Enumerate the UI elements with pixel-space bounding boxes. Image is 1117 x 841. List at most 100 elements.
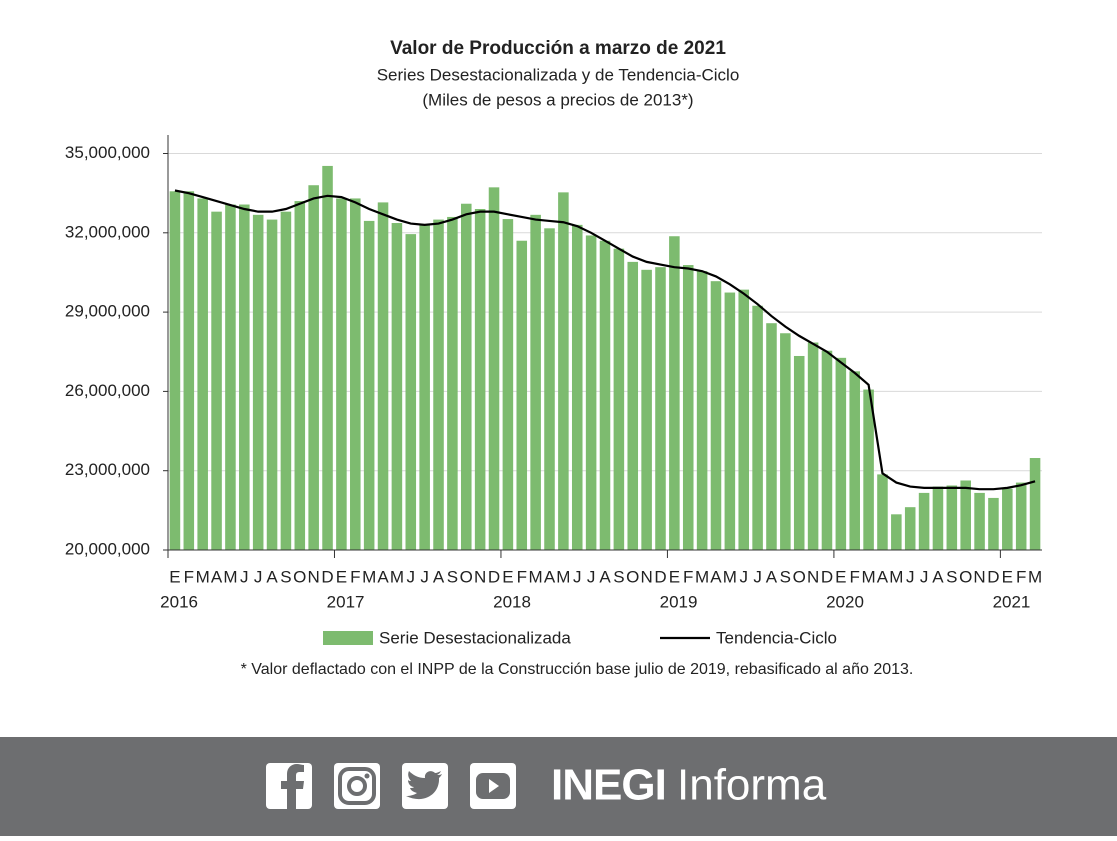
bar	[960, 480, 971, 550]
brand: Informa	[677, 761, 827, 810]
youtube-icon[interactable]	[470, 763, 516, 809]
year-label: 2020	[826, 592, 864, 611]
x-tick-label: M	[1028, 567, 1042, 586]
bar	[946, 485, 958, 550]
bar	[835, 357, 847, 550]
y-tick-label: 23,000,000	[65, 460, 150, 479]
y-tick-label: 35,000,000	[65, 143, 150, 162]
x-tick-label: S	[613, 567, 624, 586]
twitter-icon[interactable]	[402, 763, 448, 809]
bar	[211, 211, 222, 550]
x-tick-label: F	[350, 567, 360, 586]
x-tick-label: D	[321, 567, 333, 586]
x-tick-label: J	[240, 567, 249, 586]
bar	[863, 389, 874, 550]
bar	[474, 209, 486, 550]
bar	[793, 355, 805, 550]
x-tick-label: D	[987, 567, 999, 586]
bar	[266, 219, 278, 550]
x-tick-label: E	[169, 567, 180, 586]
x-tick-label: N	[640, 567, 652, 586]
x-tick-label: A	[544, 567, 556, 586]
trend-line	[174, 189, 1036, 491]
x-tick-label: F	[184, 567, 194, 586]
x-tick-label: A	[710, 567, 722, 586]
x-tick-label: J	[407, 567, 416, 586]
x-tick-label: E	[835, 567, 846, 586]
bar	[613, 248, 625, 550]
bar	[891, 514, 902, 550]
bar	[350, 198, 361, 550]
bar	[294, 201, 306, 550]
bar	[447, 216, 458, 550]
y-tick-label: 26,000,000	[65, 381, 150, 400]
x-tick-label: M	[529, 567, 543, 586]
facebook-icon[interactable]	[266, 763, 312, 809]
bar	[807, 342, 819, 550]
x-tick-label: E	[1002, 567, 1013, 586]
bar	[433, 219, 444, 550]
x-tick-label: E	[336, 567, 347, 586]
x-tick-label: A	[766, 567, 778, 586]
x-tick-label: O	[626, 567, 639, 586]
chart: Valor de Producción a marzo de 2021 Seri…	[65, 38, 1042, 678]
bar	[239, 204, 250, 550]
bar	[696, 271, 708, 550]
x-tick-label: O	[793, 567, 806, 586]
bar	[627, 261, 639, 550]
x-tick-label: D	[488, 567, 500, 586]
year-label: 2019	[660, 592, 698, 611]
x-tick-label: J	[753, 567, 762, 586]
x-tick-label: A	[211, 567, 223, 586]
bar	[280, 211, 292, 550]
bar	[225, 204, 236, 550]
y-tick-label: 20,000,000	[65, 539, 150, 558]
bar	[682, 265, 694, 550]
bar	[599, 240, 611, 550]
x-tick-label: J	[573, 567, 582, 586]
bar	[849, 371, 860, 550]
x-tick-label: D	[654, 567, 666, 586]
x-tick-label: N	[308, 567, 320, 586]
x-tick-label: M	[196, 567, 210, 586]
x-tick-label: A	[266, 567, 278, 586]
brand-bold: INEGI	[551, 761, 666, 810]
bar	[752, 305, 763, 550]
x-tick-label: M	[556, 567, 570, 586]
bar	[391, 223, 403, 551]
x-tick-label: M	[889, 567, 903, 586]
bar	[821, 350, 833, 550]
bar	[655, 267, 666, 550]
instagram-icon[interactable]	[334, 763, 380, 809]
x-tick-label: J	[254, 567, 263, 586]
year-label: 2021	[993, 592, 1031, 611]
x-tick-label: J	[906, 567, 915, 586]
x-tick-label: F	[1016, 567, 1026, 586]
bar	[516, 240, 528, 550]
x-tick-label: N	[807, 567, 819, 586]
bar	[710, 281, 722, 550]
x-tick-label: M	[362, 567, 376, 586]
x-tick-label: S	[447, 567, 458, 586]
x-tick-label: O	[293, 567, 306, 586]
chart-note: * Valor deflactado con el INPP de la Con…	[241, 661, 914, 678]
bar	[308, 185, 319, 550]
bar	[405, 234, 417, 550]
bar	[336, 198, 347, 550]
chart-subtitle: (Miles de pesos a precios de 2013*)	[422, 90, 693, 109]
x-tick-label: A	[932, 567, 944, 586]
x-tick-label: M	[723, 567, 737, 586]
bar	[558, 192, 569, 551]
bar	[377, 202, 389, 550]
bar	[904, 507, 916, 550]
bar	[460, 203, 472, 550]
chart-title: Valor de Producción a marzo de 2021	[390, 38, 726, 59]
bar	[488, 187, 500, 550]
bar	[918, 492, 930, 550]
bar	[571, 224, 583, 550]
bar	[1015, 482, 1027, 550]
x-tick-label: S	[946, 567, 957, 586]
bar	[544, 228, 555, 551]
x-tick-label: A	[377, 567, 389, 586]
bar	[183, 191, 195, 550]
